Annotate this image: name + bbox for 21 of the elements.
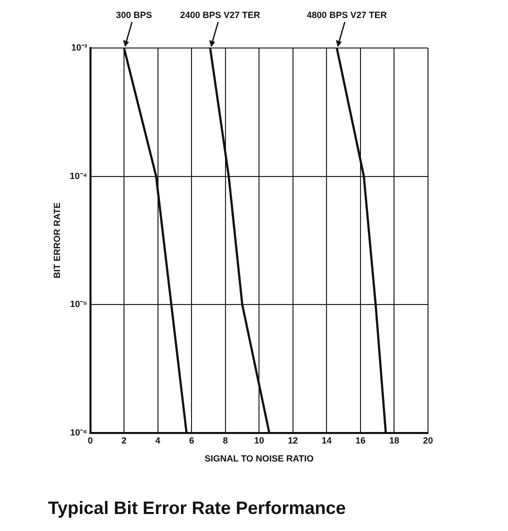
x-tick-label: 10 (254, 436, 264, 446)
x-tick-label: 8 (222, 436, 228, 446)
annotation: 2400 BPS V27 TER (180, 10, 261, 20)
x-tick-label: 12 (288, 436, 298, 446)
x-tick-label: 16 (355, 436, 366, 446)
y-tick-label: 10⁻⁶ (70, 427, 88, 438)
text: Typical Bit Error Rate Performance (48, 498, 346, 518)
annotation: 300 BPS (116, 10, 152, 20)
y-axis-title: BIT ERROR RATE (52, 202, 62, 278)
x-tick-label: 4 (155, 436, 160, 446)
x-tick-label: 6 (189, 436, 194, 446)
x-tick-label: 14 (322, 436, 332, 446)
x-tick-label: 18 (389, 436, 400, 446)
x-tick-label: 2 (122, 436, 127, 446)
y-tick-label: 10⁻³ (71, 42, 88, 52)
annotation: 4800 BPS V27 TER (306, 10, 388, 20)
x-tick-label: 0 (88, 436, 93, 446)
x-tick-label: 20 (422, 436, 434, 446)
y-tick-label: 10⁻⁵ (70, 299, 88, 310)
y-tick-label: 10⁻⁴ (70, 170, 88, 181)
x-axis-title: SIGNAL TO NOISE RATIO (204, 453, 314, 464)
